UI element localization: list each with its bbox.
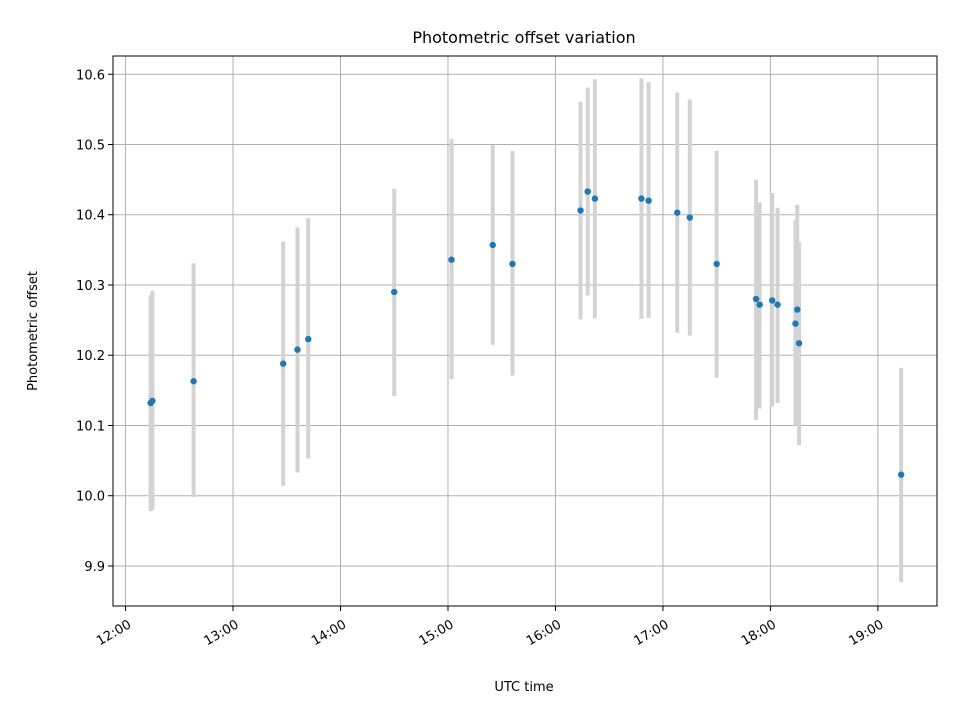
x-tick-label: 17:00 (632, 617, 672, 649)
y-tick-label: 10.4 (76, 209, 105, 224)
y-tick-label: 10.0 (76, 490, 105, 505)
data-point (584, 188, 591, 195)
data-point (149, 397, 156, 405)
data-point (674, 209, 681, 216)
data-point (769, 297, 776, 304)
x-tick-label: 15:00 (417, 617, 457, 649)
data-point (774, 301, 781, 308)
grid-layer (113, 56, 937, 606)
y-tick-label: 10.1 (76, 419, 105, 434)
data-point (897, 471, 905, 478)
data-point (638, 195, 645, 202)
x-tick-label: 12:00 (94, 617, 134, 649)
data-point (794, 306, 801, 313)
y-tick-label: 10.3 (76, 279, 105, 294)
data-point (686, 214, 693, 221)
plot-frame (112, 55, 938, 607)
data-point (190, 378, 197, 385)
x-tick-label: 19:00 (846, 617, 886, 649)
y-axis-label: Photometric offset (26, 271, 41, 391)
y-tick-label: 10.2 (76, 349, 105, 364)
data-point (713, 260, 720, 268)
data-point (752, 295, 760, 303)
x-tick-label: 16:00 (524, 617, 564, 649)
data-point (279, 360, 287, 367)
y-tick-label: 9.9 (84, 560, 105, 575)
data-point (645, 197, 652, 204)
x-axis-label: UTC time (494, 680, 553, 695)
x-tick-label: 13:00 (202, 617, 242, 649)
data-point (756, 301, 763, 308)
data-point (294, 346, 301, 353)
x-tick-label: 14:00 (309, 617, 349, 649)
data-point (795, 340, 803, 347)
x-tick-label: 18:00 (739, 617, 779, 649)
y-tick-label: 10.5 (76, 139, 105, 154)
data-point (305, 335, 312, 343)
data-point (448, 256, 455, 263)
data-point (509, 260, 516, 268)
y-tick-label: 10.6 (76, 68, 105, 83)
point-layer (147, 188, 905, 478)
data-point (391, 288, 398, 296)
data-point (489, 241, 496, 249)
errorbar-layer (148, 78, 904, 583)
data-point (792, 320, 799, 327)
data-point (591, 195, 599, 202)
tick-layer: 12:00 13:00 14:00 15:00 16:00 17:00 18:00 19:00… (76, 68, 886, 649)
data-point (577, 207, 584, 214)
chart-title: Photometric offset variation (412, 28, 635, 47)
